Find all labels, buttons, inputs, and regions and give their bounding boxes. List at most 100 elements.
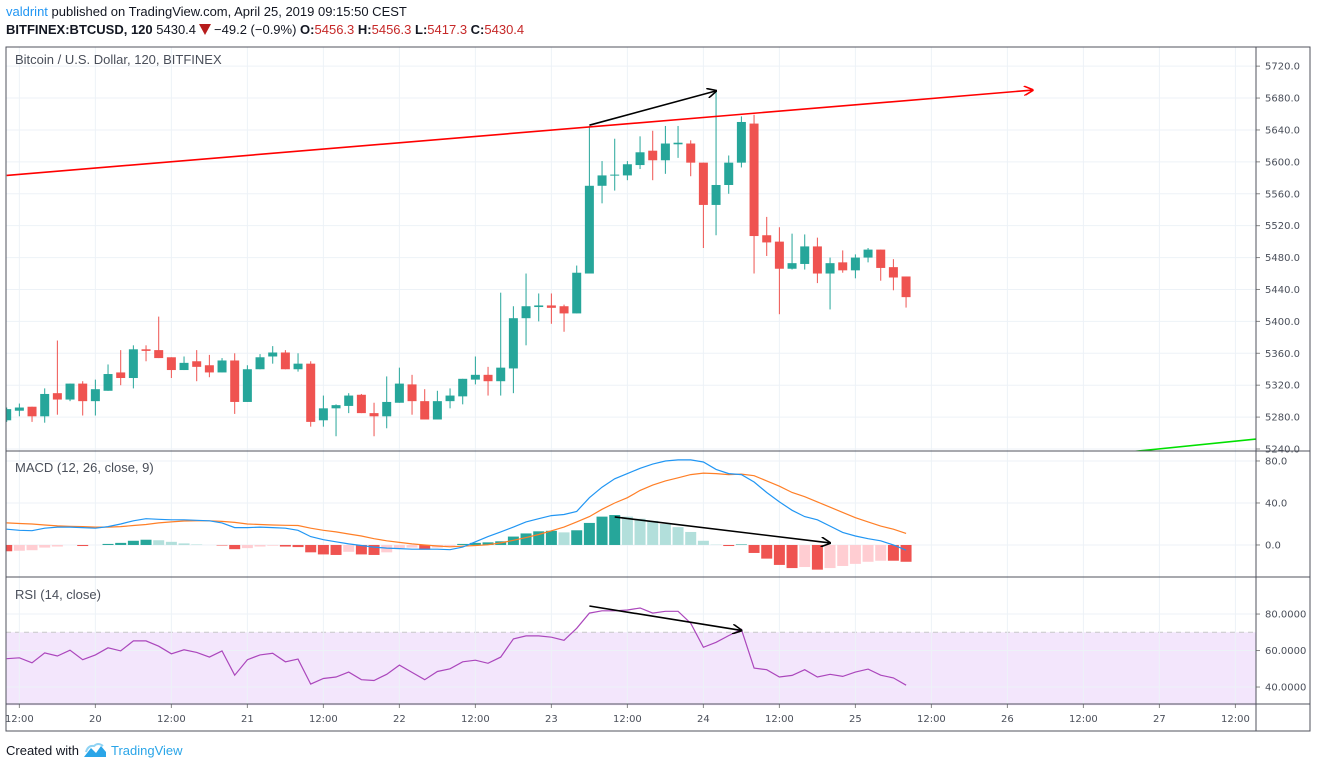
tradingview-link[interactable]: TradingView: [110, 742, 183, 758]
candle[interactable]: [863, 248, 873, 263]
x-tick-label: 12:00: [1221, 714, 1250, 725]
candle[interactable]: [268, 346, 278, 364]
arrow-drawing[interactable]: [589, 91, 716, 126]
candle[interactable]: [458, 378, 468, 405]
candle[interactable]: [496, 292, 506, 396]
candle-body: [724, 162, 734, 185]
candle[interactable]: [635, 136, 645, 170]
x-tick-label: 12:00: [309, 714, 338, 725]
candle[interactable]: [888, 259, 898, 291]
histogram-bar: [799, 544, 811, 568]
publish-text: published on TradingView.com, April 25, …: [47, 4, 407, 19]
candle[interactable]: [394, 367, 404, 403]
candle[interactable]: [2, 407, 12, 422]
candle[interactable]: [673, 125, 683, 158]
candle[interactable]: [876, 249, 886, 281]
candle-body: [850, 257, 860, 271]
candle[interactable]: [116, 350, 126, 386]
candle[interactable]: [736, 116, 746, 168]
candle[interactable]: [622, 161, 632, 181]
candle[interactable]: [369, 402, 379, 437]
candle-body: [648, 150, 658, 161]
candle[interactable]: [534, 293, 544, 322]
candle[interactable]: [280, 350, 290, 370]
rsi-pane-title: RSI (14, close): [15, 587, 101, 602]
candle[interactable]: [850, 254, 860, 279]
candle-body: [660, 143, 670, 161]
candle[interactable]: [762, 216, 772, 256]
arrow-drawing[interactable]: [589, 605, 741, 630]
price-tick-label: 5640.0: [1265, 125, 1300, 136]
candle[interactable]: [572, 265, 582, 314]
candle-body: [90, 389, 100, 402]
author-link[interactable]: valdrint: [6, 4, 48, 19]
candle[interactable]: [204, 354, 214, 378]
candle-body: [204, 365, 214, 373]
candle[interactable]: [521, 273, 531, 346]
candle[interactable]: [660, 125, 670, 174]
candle[interactable]: [103, 364, 113, 391]
candle[interactable]: [546, 293, 556, 324]
histogram-bar: [191, 544, 203, 545]
trendline-arrow-drawing[interactable]: [6, 90, 1033, 177]
candle[interactable]: [584, 125, 594, 274]
candle[interactable]: [331, 404, 341, 437]
candle[interactable]: [344, 393, 354, 414]
candle[interactable]: [217, 358, 227, 373]
candle[interactable]: [838, 250, 848, 273]
candle[interactable]: [78, 381, 88, 416]
candle[interactable]: [483, 366, 493, 396]
histogram-bar: [634, 518, 646, 545]
candle[interactable]: [179, 356, 189, 371]
candle[interactable]: [40, 388, 50, 423]
candle[interactable]: [610, 138, 620, 191]
candle[interactable]: [901, 276, 911, 308]
candle[interactable]: [52, 340, 62, 415]
candle[interactable]: [825, 257, 835, 310]
candle[interactable]: [141, 345, 151, 362]
candle[interactable]: [787, 233, 797, 270]
candle[interactable]: [293, 353, 303, 372]
candle[interactable]: [470, 356, 480, 385]
candle[interactable]: [559, 304, 569, 332]
arrow-drawing[interactable]: [614, 516, 830, 543]
histogram-bar: [900, 544, 912, 562]
candle[interactable]: [27, 406, 37, 422]
candle[interactable]: [382, 376, 392, 429]
candle[interactable]: [356, 393, 366, 414]
candle[interactable]: [800, 234, 810, 270]
candle[interactable]: [407, 374, 417, 415]
candle[interactable]: [686, 140, 696, 177]
candle[interactable]: [432, 390, 442, 420]
candle[interactable]: [242, 365, 252, 402]
candle[interactable]: [724, 155, 734, 194]
candle[interactable]: [255, 354, 265, 370]
candle-body: [762, 235, 772, 243]
candle[interactable]: [508, 306, 518, 394]
candle[interactable]: [166, 357, 176, 379]
candle[interactable]: [445, 388, 455, 409]
candle[interactable]: [306, 361, 316, 427]
candle[interactable]: [128, 345, 138, 389]
candle[interactable]: [192, 350, 202, 382]
x-tick-label: 12:00: [917, 714, 946, 725]
candle[interactable]: [749, 114, 759, 274]
candle[interactable]: [420, 389, 430, 420]
candle[interactable]: [154, 316, 164, 359]
candle[interactable]: [230, 353, 240, 414]
candle[interactable]: [14, 403, 24, 417]
candle[interactable]: [318, 395, 328, 427]
candle[interactable]: [774, 227, 784, 315]
candle[interactable]: [812, 237, 822, 284]
candle[interactable]: [597, 161, 607, 204]
histogram-bar: [305, 544, 317, 553]
candle[interactable]: [65, 383, 75, 402]
candle[interactable]: [711, 90, 721, 236]
candle-body: [6, 409, 12, 421]
candle[interactable]: [90, 379, 100, 416]
candle-body: [863, 249, 873, 258]
trendline-drawing[interactable]: [1133, 438, 1261, 452]
candle[interactable]: [698, 162, 708, 249]
candle[interactable]: [648, 130, 658, 181]
